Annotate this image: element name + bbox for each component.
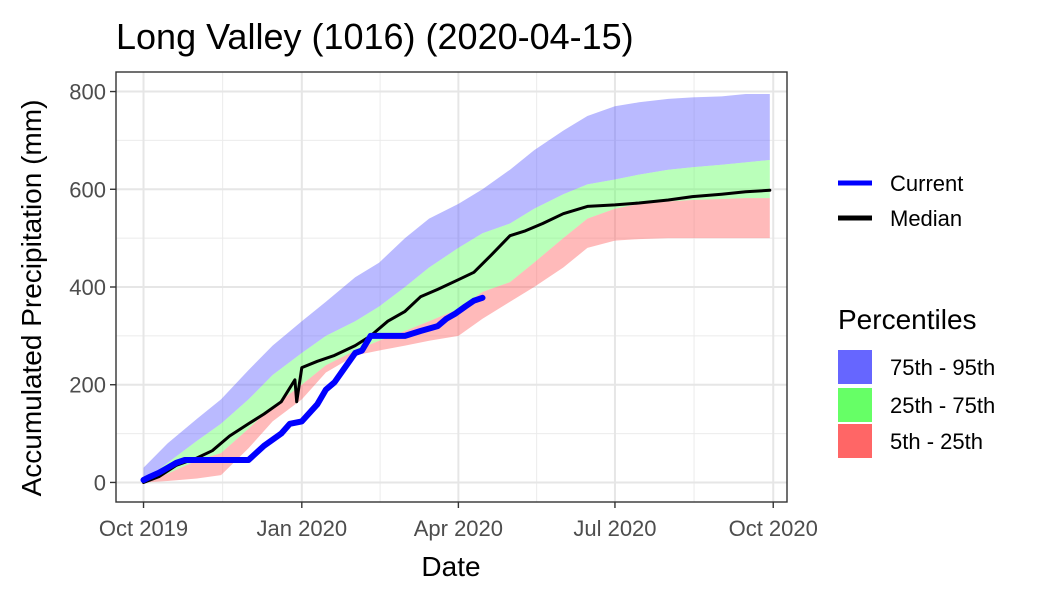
legend-key-5-25 <box>838 424 872 458</box>
band-25th-75th <box>143 160 770 483</box>
current-line <box>140 294 486 483</box>
legend-label-25-75: 25th - 75th <box>890 393 995 418</box>
x-tick-label: Oct 2020 <box>729 516 818 541</box>
band-5th-25th <box>143 198 770 483</box>
grid-major <box>116 72 787 502</box>
series-lines <box>140 188 772 484</box>
y-tick-label: 0 <box>94 470 106 495</box>
x-axis: Oct 2019 Jan 2020 Apr 2020 Jul 2020 Oct 2020 <box>99 502 818 541</box>
x-axis-title: Date <box>421 551 480 582</box>
y-tick-label: 200 <box>69 373 106 398</box>
y-axis-title: Accumulated Precipitation (mm) <box>16 100 47 497</box>
y-tick-label: 800 <box>69 80 106 105</box>
legend: Current Median Percentiles 75th - 95th 2… <box>838 171 995 458</box>
chart-title: Long Valley (1016) (2020-04-15) <box>116 16 634 57</box>
legend-label-75-95: 75th - 95th <box>890 355 995 380</box>
legend-label-median: Median <box>890 206 962 231</box>
legend-label-5-25: 5th - 25th <box>890 429 983 454</box>
percentile-bands <box>143 94 770 483</box>
y-tick-label: 400 <box>69 275 106 300</box>
x-tick-label: Jul 2020 <box>573 516 656 541</box>
y-tick-label: 600 <box>69 177 106 202</box>
y-axis: 0 200 400 600 800 <box>69 80 116 495</box>
x-tick-label: Jan 2020 <box>257 516 348 541</box>
x-tick-label: Oct 2019 <box>99 516 188 541</box>
legend-key-75-95 <box>838 350 872 384</box>
median-line <box>142 188 772 484</box>
band-75th-95th <box>143 94 770 481</box>
legend-key-25-75 <box>838 388 872 422</box>
x-tick-label: Apr 2020 <box>414 516 503 541</box>
legend-label-current: Current <box>890 171 963 196</box>
plot-panel <box>115 71 788 503</box>
legend-title-percentiles: Percentiles <box>838 304 977 335</box>
